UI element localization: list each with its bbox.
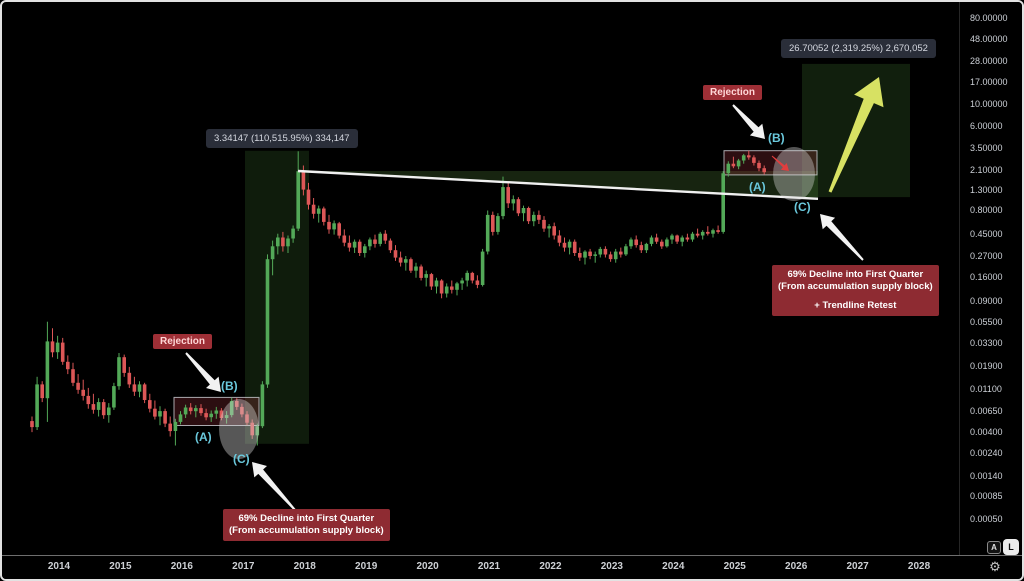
price-tick-label: 0.03300 [970,338,1003,349]
year-tick-label: 2019 [355,561,378,572]
price-tick-label: 0.00140 [970,470,1003,481]
yellow-projection-arrow[interactable] [828,77,884,193]
price-axis[interactable]: 80.00000 48.00000 28.00000 17.00000 10.00000… [959,2,1022,560]
rejection-label-left[interactable]: Rejection [153,334,213,349]
year-tick-label: 2021 [477,561,501,572]
decline-note-left-line1: 69% Decline into First Quarter [238,513,375,524]
wave-label-a-right[interactable]: (A) [749,180,766,194]
price-tick-label: 0.27000 [970,250,1003,261]
rejection-arrow-left[interactable] [185,352,221,392]
highlight-ellipse-right[interactable] [773,147,815,201]
year-tick-label: 2028 [907,561,931,572]
price-tick-label: 0.00650 [970,406,1003,417]
year-tick-label: 2014 [47,561,71,572]
year-tick-label: 2017 [232,561,255,572]
price-tick-label: 10.00000 [970,99,1008,110]
wave-label-c-left[interactable]: (C) [233,452,250,466]
price-tick-label: 28.00000 [970,56,1008,67]
year-tick-label: 2023 [600,561,623,572]
price-tick-label: 2.10000 [970,164,1003,175]
decline-arrow-right[interactable] [820,214,864,261]
decline-note-right-line3: + Trendline Retest [814,300,897,311]
price-tick-label: 3.50000 [970,143,1003,154]
wave-label-b-right[interactable]: (B) [768,131,785,145]
gear-icon[interactable]: ⚙ [989,559,1001,574]
year-tick-label: 2025 [723,561,746,572]
price-tick-label: 0.45000 [970,229,1003,240]
log-scale-button[interactable]: L [1003,539,1019,555]
highlight-ellipse-left[interactable] [219,399,259,459]
decline-note-right[interactable]: 69% Decline into First Quarter (From acc… [772,265,939,316]
trendline[interactable] [297,169,819,200]
year-tick-label: 2016 [170,561,193,572]
rejection-label-right[interactable]: Rejection [703,85,763,100]
decline-arrow-left[interactable] [252,462,296,511]
price-tick-label: 80.00000 [970,12,1008,23]
price-tick-label: 17.00000 [970,77,1008,88]
price-tick-label: 0.80000 [970,205,1003,215]
price-tick-label: 6.00000 [970,120,1003,131]
year-tick-label: 2020 [416,561,439,572]
wave-label-a-left[interactable]: (A) [195,430,212,444]
decline-note-right-line1: 69% Decline into First Quarter [787,269,924,280]
decline-note-left[interactable]: 69% Decline into First Quarter (From acc… [223,509,390,541]
price-tick-label: 0.01900 [970,361,1003,372]
year-tick-label: 2018 [293,561,316,572]
candlestick-series [30,150,766,446]
rejection-arrow-right[interactable] [732,104,765,139]
decline-note-left-line2: (From accumulation supply block) [229,525,384,536]
price-tick-label: 0.00400 [970,426,1003,437]
decline-note-right-line2: (From accumulation supply block) [778,281,933,292]
price-tick-label: 0.00085 [970,491,1003,502]
price-tick-label: 0.05500 [970,317,1003,327]
price-tick-label: 0.09000 [970,296,1003,307]
measure-label-right[interactable]: 26.70052 (2,319.25%) 2,670,052 [781,39,936,58]
year-tick-label: 2022 [539,561,562,572]
year-tick-label: 2024 [662,561,685,572]
year-tick-label: 2026 [785,561,808,572]
price-tick-label: 0.00050 [970,513,1003,524]
auto-scale-button[interactable]: A [987,541,1001,554]
price-tick-label: 48.00000 [970,33,1008,44]
year-tick-label: 2027 [846,561,869,572]
wave-label-c-right[interactable]: (C) [794,200,811,214]
measure-label-left[interactable]: 3.34147 (110,515.95%) 334,147 [206,129,358,148]
price-tick-label: 0.16000 [970,272,1003,283]
price-tick-label: 0.00240 [970,447,1003,458]
price-tick-label: 0.01100 [970,384,1002,395]
wave-label-b-left[interactable]: (B) [221,379,238,393]
year-tick-label: 2015 [109,561,132,572]
time-axis[interactable]: 2014 2015 2016 2017 2018 2019 2020 2021 2022 2023… [2,555,1022,579]
price-tick-label: 1.30000 [970,184,1003,195]
red-drop-arrow[interactable] [771,155,789,171]
